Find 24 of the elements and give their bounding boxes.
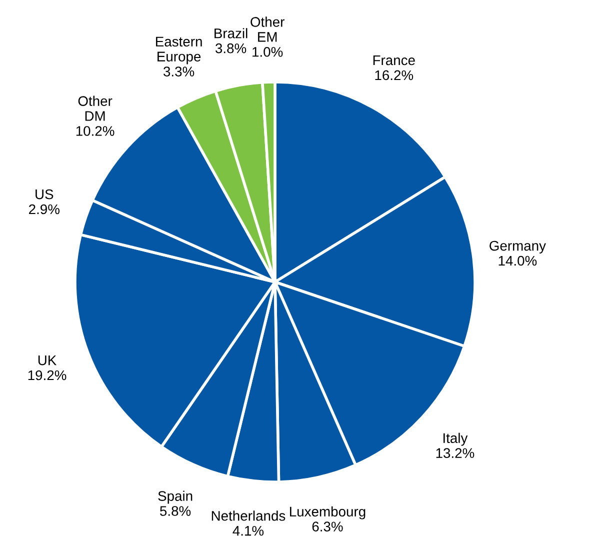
slice-label: Italy <box>444 432 468 446</box>
data-label: 10.2% <box>76 126 114 136</box>
slice-label: Spain <box>158 490 192 504</box>
slice-label: Other DM <box>78 96 112 121</box>
data-label: 14.0% <box>498 256 537 266</box>
slice-label: US <box>36 189 54 200</box>
slice-label: Brazil <box>214 28 248 38</box>
data-label: 4.1% <box>232 526 264 536</box>
slice-label: Luxembourg <box>290 506 366 520</box>
slice-label: UK <box>38 356 57 366</box>
slice-label: Other EM <box>250 16 284 42</box>
data-label: 16.2% <box>375 70 414 80</box>
slice-label: Germany <box>490 240 546 254</box>
data-label: 3.3% <box>164 66 194 76</box>
data-label: 3.8% <box>215 43 246 54</box>
data-label: 13.2% <box>436 448 474 458</box>
slice-label: Eastern Europe <box>156 36 202 64</box>
data-label: 5.8% <box>160 506 191 516</box>
data-label: 1.0% <box>252 46 283 57</box>
data-label: 19.2% <box>28 370 66 380</box>
slice-label: France <box>373 55 415 66</box>
data-label: 6.3% <box>312 522 343 532</box>
data-label: 2.9% <box>29 204 60 214</box>
slice-label: Netherlands <box>212 510 286 521</box>
